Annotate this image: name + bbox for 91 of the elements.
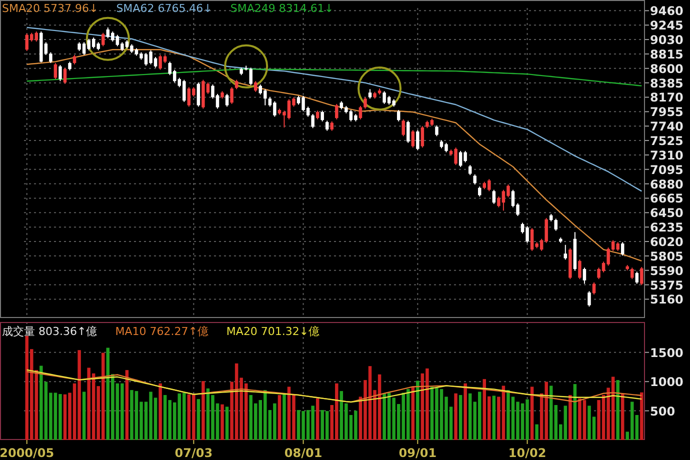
bar	[282, 393, 286, 440]
bar	[535, 424, 538, 440]
bar	[158, 383, 162, 440]
candlestick	[620, 242, 624, 256]
y-tick-label: 1500	[650, 346, 684, 360]
bar	[220, 404, 224, 440]
candlestick	[254, 80, 258, 92]
y-tick-label: 6235	[650, 220, 684, 235]
x-tick-label: 2000/05	[0, 446, 54, 460]
y-tick-label: 6665	[650, 192, 684, 206]
bar	[196, 399, 200, 440]
y-tick-label: 8600	[650, 62, 684, 76]
bar	[492, 396, 496, 440]
y-tick-label: 7955	[650, 105, 684, 120]
bar	[416, 380, 420, 440]
candlestick	[492, 189, 496, 204]
candlestick	[72, 54, 76, 65]
candlestick	[411, 130, 415, 148]
candlestick	[364, 96, 367, 110]
bar	[454, 393, 458, 440]
candlestick	[420, 126, 424, 148]
candlestick	[554, 218, 558, 232]
candlestick	[58, 64, 62, 82]
candlestick	[54, 62, 58, 80]
y-tick-label: 8170	[650, 90, 684, 105]
candlestick	[564, 244, 568, 260]
y-tick-label: 7740	[650, 120, 684, 134]
y-tick-label: 7310	[650, 148, 684, 162]
y-tick-label: 7095	[650, 162, 684, 177]
y-tick-label: 9245	[650, 18, 684, 33]
y-tick-label: 5805	[650, 249, 684, 264]
candlestick	[330, 120, 334, 132]
candlestick	[402, 118, 405, 137]
candlestick	[588, 290, 591, 308]
bar	[640, 392, 644, 440]
candlestick	[435, 124, 438, 137]
candlestick	[630, 267, 634, 280]
candlestick	[406, 120, 410, 144]
legend-entry: SMA62 6765.46↓	[116, 2, 212, 15]
candlestick	[582, 267, 586, 284]
candlestick	[396, 109, 400, 122]
candlestick	[196, 82, 200, 108]
bar	[464, 383, 467, 440]
bar	[225, 406, 229, 440]
candlestick	[230, 86, 234, 104]
legend-entry: MA20 701.32↓億	[226, 325, 320, 338]
bar	[458, 395, 462, 440]
x-tick-label: 07/03	[174, 446, 213, 460]
candlestick	[335, 103, 338, 120]
bar	[568, 395, 572, 440]
x-tick-label: 09/01	[398, 446, 437, 460]
candlestick	[234, 79, 238, 90]
candlestick	[578, 259, 582, 280]
y-tick-label: 6880	[650, 177, 684, 192]
y-tick-label: 7525	[650, 134, 684, 148]
candlestick	[320, 110, 324, 122]
bar	[82, 392, 86, 440]
candlestick	[416, 130, 420, 151]
bar	[530, 386, 534, 440]
y-tick-label: 5160	[650, 292, 684, 307]
legend-entry: SMA20 5737.96↓	[2, 2, 98, 15]
candlestick	[473, 174, 476, 185]
bar	[316, 398, 320, 440]
bar	[202, 381, 205, 440]
y-tick-label: 8815	[650, 47, 684, 62]
candlestick	[640, 266, 644, 286]
y-tick-label: 1000	[650, 375, 684, 390]
x-tick-label: 10/02	[508, 446, 546, 460]
y-tick-label: 9460	[650, 4, 684, 18]
y-tick-label: 9030	[650, 33, 684, 48]
y-tick-label: 8385	[650, 76, 684, 90]
legend-entry: 成交量 803.36↑億	[2, 325, 98, 338]
y-tick-label: 6020	[650, 235, 684, 249]
bar	[278, 395, 282, 440]
candlestick	[311, 114, 314, 129]
candlestick	[49, 52, 52, 64]
legend-entry: SMA249 8314.61↓	[230, 2, 334, 15]
candlestick	[325, 120, 329, 132]
x-tick-label: 08/01	[284, 446, 322, 460]
legend-entry: MA10 762.27↑億	[115, 325, 208, 338]
y-tick-label: 500	[650, 404, 676, 418]
y-tick-label: 6450	[650, 206, 684, 220]
candlestick	[358, 105, 362, 120]
candlestick	[63, 67, 67, 84]
candlestick	[101, 32, 105, 47]
y-tick-label: 5375	[650, 278, 684, 292]
y-tick-label: 5590	[650, 264, 684, 278]
bar	[616, 380, 620, 440]
candlestick	[225, 93, 229, 108]
candlestick	[635, 271, 639, 284]
bar	[34, 370, 38, 440]
